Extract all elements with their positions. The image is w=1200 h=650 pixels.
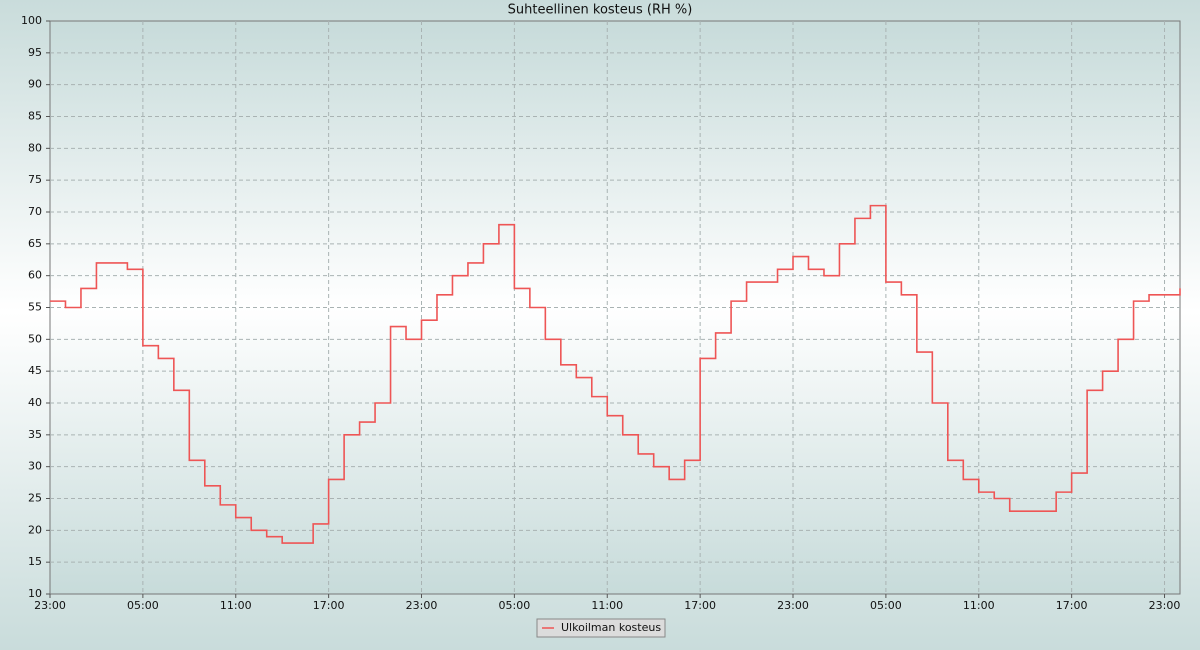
y-tick-label: 50 bbox=[28, 332, 42, 345]
y-tick-label: 45 bbox=[28, 364, 42, 377]
legend-box bbox=[536, 618, 666, 638]
y-tick-label: 90 bbox=[28, 78, 42, 91]
x-tick-label: 23:00 bbox=[777, 599, 809, 612]
y-tick-label: 20 bbox=[28, 523, 42, 536]
chart-title: Suhteellinen kosteus (RH %) bbox=[508, 3, 693, 18]
x-tick-label: 11:00 bbox=[591, 599, 623, 612]
x-tick-label: 23:00 bbox=[34, 599, 66, 612]
y-tick-label: 40 bbox=[28, 396, 42, 409]
y-tick-label: 85 bbox=[28, 110, 42, 123]
x-tick-label: 23:00 bbox=[406, 599, 438, 612]
data-line bbox=[50, 204, 1181, 544]
y-tick-label: 65 bbox=[28, 237, 42, 250]
y-tick-label: 70 bbox=[28, 205, 42, 218]
y-tick-label: 10 bbox=[28, 587, 42, 600]
y-tick-label: 35 bbox=[28, 428, 42, 441]
x-tick-label: 23:00 bbox=[1149, 599, 1181, 612]
x-tick-label: 17:00 bbox=[684, 599, 716, 612]
x-tick-label: 05:00 bbox=[870, 599, 902, 612]
x-tick-label: 11:00 bbox=[963, 599, 995, 612]
x-tick-label: 11:00 bbox=[220, 599, 252, 612]
x-tick-label: 05:00 bbox=[127, 599, 159, 612]
y-tick-label: 25 bbox=[28, 492, 42, 505]
y-tick-label: 60 bbox=[28, 269, 42, 282]
x-tick-label: 17:00 bbox=[1056, 599, 1088, 612]
y-tick-label: 15 bbox=[28, 555, 42, 568]
legend-label: Ulkoilman kosteus bbox=[561, 621, 661, 634]
y-tick-label: 55 bbox=[28, 301, 42, 314]
x-tick-label: 05:00 bbox=[499, 599, 531, 612]
y-tick-label: 100 bbox=[21, 14, 42, 27]
y-tick-label: 30 bbox=[28, 460, 42, 473]
y-tick-label: 80 bbox=[28, 141, 42, 154]
x-tick-label: 17:00 bbox=[313, 599, 345, 612]
y-tick-label: 95 bbox=[28, 46, 42, 59]
y-tick-label: 75 bbox=[28, 173, 42, 186]
